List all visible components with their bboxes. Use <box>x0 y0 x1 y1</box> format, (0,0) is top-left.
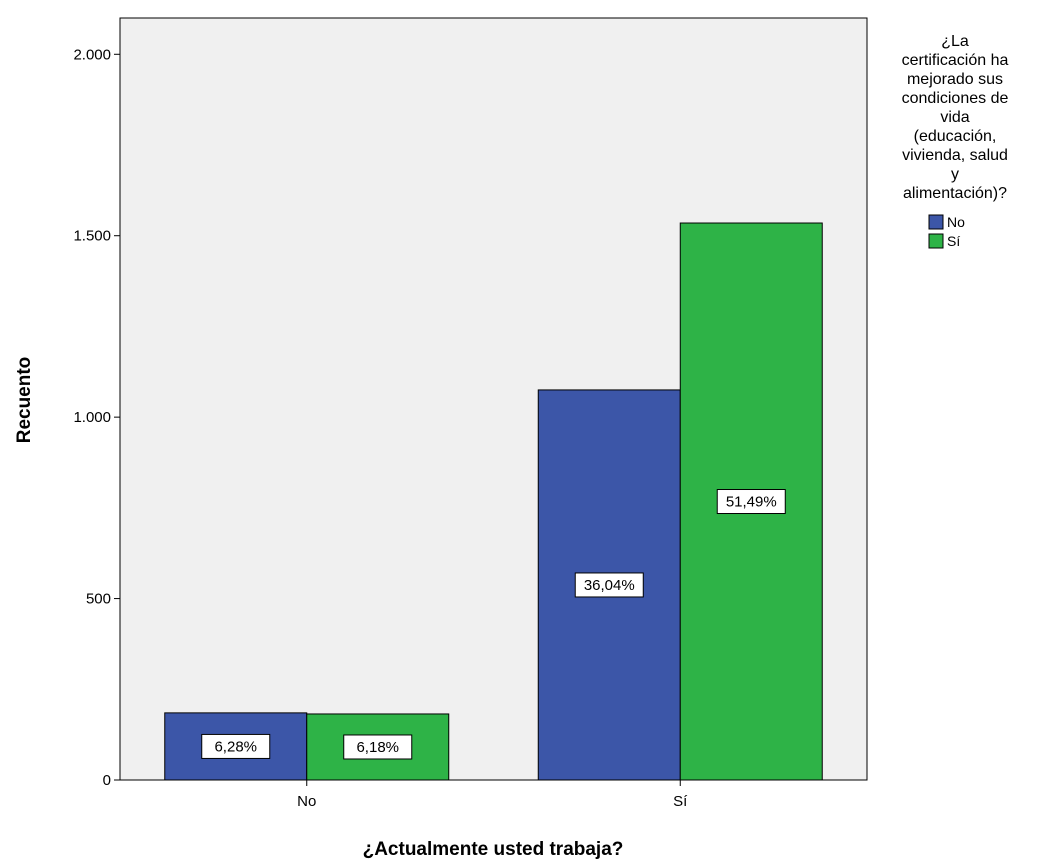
legend-title-line: (educación, <box>914 128 997 145</box>
x-tick-label: Sí <box>673 793 688 810</box>
y-axis-title: Recuento <box>14 357 35 444</box>
y-axis: 0 500 1.000 1.500 2.000 <box>73 46 120 789</box>
data-label: 51,49% <box>726 494 777 511</box>
y-tick-label: 2.000 <box>73 46 111 63</box>
data-label: 6,28% <box>214 738 257 755</box>
legend-title-line: vida <box>940 109 969 126</box>
x-tick-label: No <box>297 793 316 810</box>
legend-label-sí: Sí <box>947 233 960 249</box>
data-label: 6,18% <box>356 739 399 756</box>
y-tick-label: 0 <box>103 772 111 789</box>
legend-title-line: vivienda, salud <box>902 147 1008 164</box>
legend-label-no: No <box>947 214 965 230</box>
bars <box>164 222 823 781</box>
y-tick-label: 1.000 <box>73 409 111 426</box>
legend-title-line: mejorado sus <box>907 71 1003 88</box>
data-label-box <box>343 734 413 760</box>
data-labels: 6,28% 6,18% 36,04% 51,49% <box>201 489 786 760</box>
legend-swatch-no <box>928 214 944 230</box>
data-label: 36,04% <box>584 577 635 594</box>
legend-title-line: certificación ha <box>902 52 1009 69</box>
data-label-box <box>716 489 786 515</box>
data-label-box <box>201 733 271 759</box>
y-tick-label: 1.500 <box>73 228 111 245</box>
x-axis-title: ¿Actualmente usted trabaja? <box>363 839 624 860</box>
legend-title-line: alimentación)? <box>903 185 1007 202</box>
legend-title-line: y <box>951 166 959 183</box>
y-tick-label: 500 <box>86 591 111 608</box>
legend: ¿La certificación ha mejorado sus condicion… <box>902 33 1009 249</box>
x-axis: No Sí <box>297 780 688 810</box>
data-label-box <box>574 572 644 598</box>
legend-swatch-sí <box>928 233 944 249</box>
legend-title-line: ¿La <box>941 33 969 50</box>
legend-title-line: condiciones de <box>902 90 1009 107</box>
